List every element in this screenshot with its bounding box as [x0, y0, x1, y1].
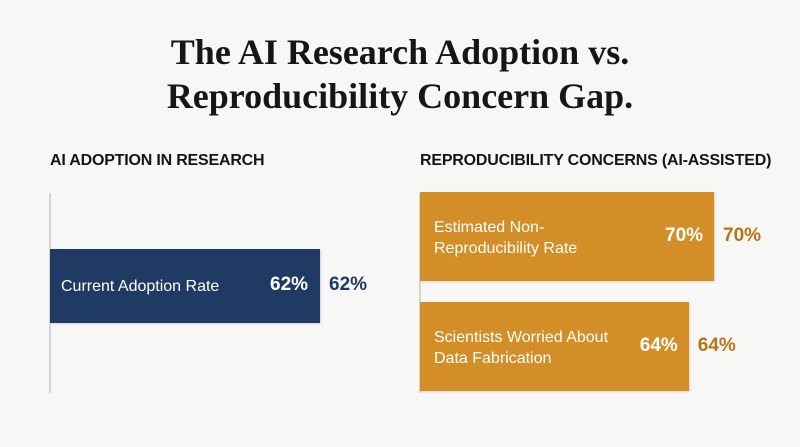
concern-bar-label-line: Reproducibility Rate — [434, 240, 578, 257]
chart-title-line-2: Reproducibility Concern Gap. — [166, 76, 634, 116]
concerns-axis — [419, 193, 421, 393]
concern-bar-value-inside: 64% — [639, 335, 678, 356]
concern-bar-value-outside: 64% — [697, 335, 736, 356]
adoption-bar-label: Current Adoption Rate — [61, 278, 220, 295]
chart-title-line-1: The AI Research Adoption vs. — [170, 32, 630, 72]
concern-bar-label-line: Data Fabrication — [434, 350, 552, 367]
chart-title: The AI Research Adoption vs. Reproducibi… — [0, 30, 800, 118]
concern-bar-label-line: Scientists Worried About — [434, 329, 609, 346]
adoption-panel-title: AI ADOPTION IN RESEARCH — [50, 152, 265, 169]
concern-bar-label-line: Estimated Non- — [434, 219, 545, 236]
concern-bar-value-inside: 70% — [665, 225, 704, 246]
adoption-bar-value-outside: 62% — [329, 274, 368, 295]
adoption-bar-value-inside: 62% — [270, 274, 309, 295]
concern-bar-label: Estimated Non- Reproducibility Rate — [434, 217, 577, 259]
concern-bar — [420, 192, 714, 281]
concern-bar-value-outside: 70% — [723, 225, 762, 246]
concern-bar-label: Scientists Worried About Data Fabrication — [434, 327, 608, 369]
concerns-panel-title: REPRODUCIBILITY CONCERNS (AI-ASSISTED) — [420, 152, 772, 169]
adoption-bar — [50, 249, 320, 323]
concern-bar — [420, 302, 689, 391]
